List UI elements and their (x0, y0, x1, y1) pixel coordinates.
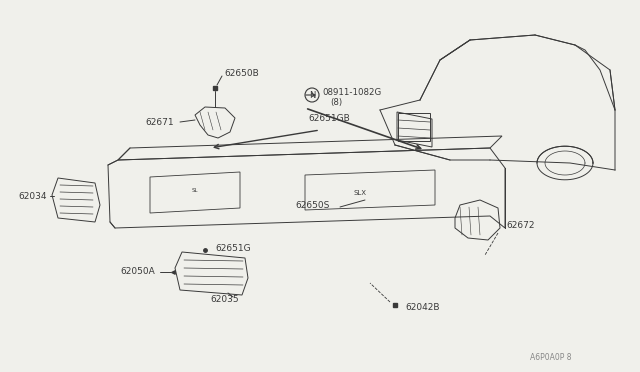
Text: SL: SL (192, 187, 198, 192)
Text: SLX: SLX (353, 190, 367, 196)
Text: 08911-1082G: 08911-1082G (322, 87, 381, 96)
Text: A6P0A0P 8: A6P0A0P 8 (530, 353, 572, 362)
Text: 62672: 62672 (506, 221, 534, 230)
Text: 62671: 62671 (145, 118, 173, 126)
Text: 62035: 62035 (210, 295, 239, 305)
Text: 62034: 62034 (18, 192, 47, 201)
Text: 62650B: 62650B (224, 68, 259, 77)
Text: 62650S: 62650S (295, 201, 330, 209)
Text: N: N (309, 90, 315, 99)
Text: 62651GB: 62651GB (308, 113, 349, 122)
Text: (8): (8) (330, 97, 342, 106)
Text: 62651G: 62651G (215, 244, 251, 253)
Text: 62050A: 62050A (120, 267, 155, 276)
Text: 62042B: 62042B (405, 302, 440, 311)
